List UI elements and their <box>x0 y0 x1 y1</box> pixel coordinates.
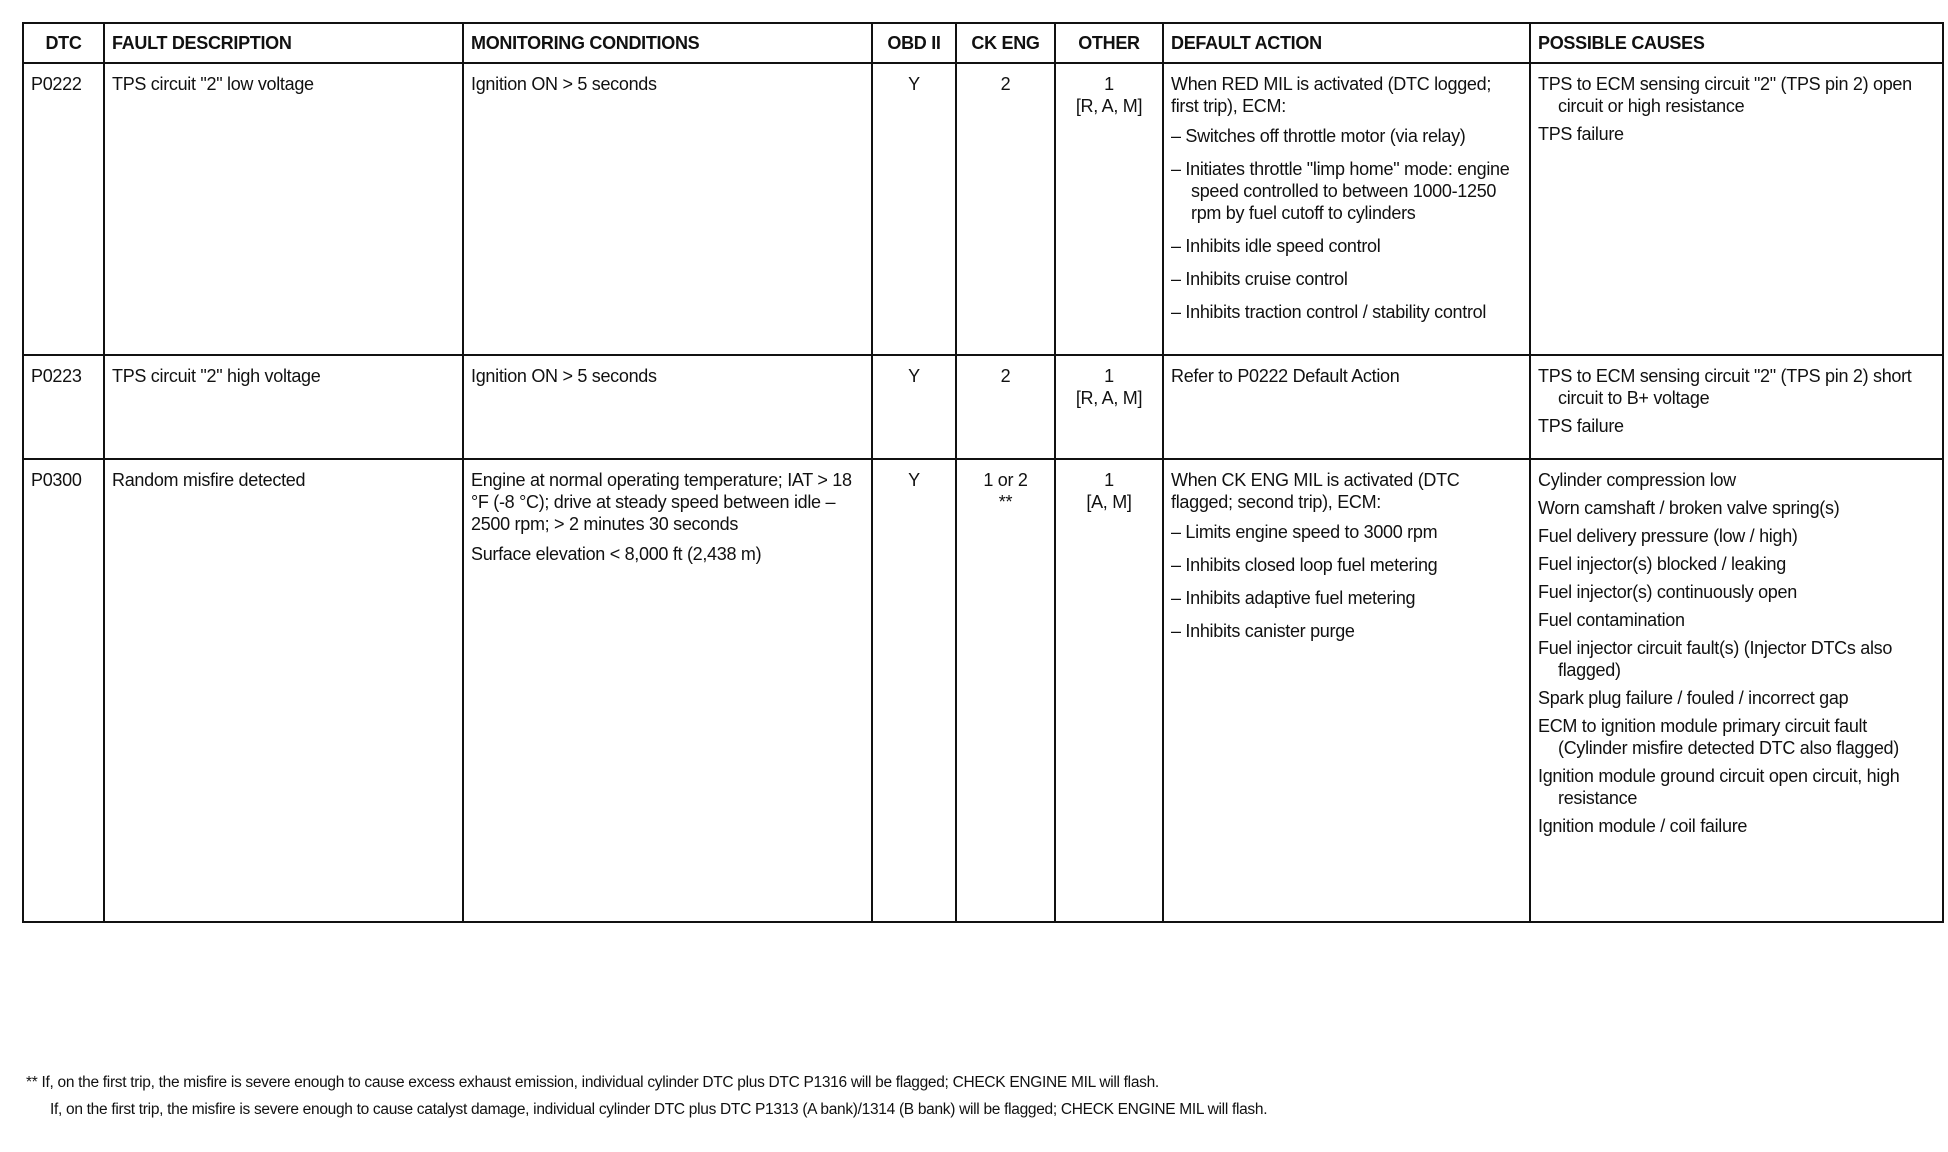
possible-causes: TPS to ECM sensing circuit "2" (TPS pin … <box>1529 62 1944 356</box>
ck-eng: 1 or 2 ** <box>955 458 1056 923</box>
other-note: [R, A, M] <box>1075 96 1143 116</box>
possible-causes: Cylinder compression low Worn camshaft / … <box>1529 458 1944 923</box>
header-causes: POSSIBLE CAUSES <box>1529 22 1944 64</box>
fault-description: TPS circuit "2" high voltage <box>103 354 464 460</box>
cause-item: Spark plug failure / fouled / incorrect … <box>1538 688 1849 708</box>
possible-causes: TPS to ECM sensing circuit "2" (TPS pin … <box>1529 354 1944 460</box>
fault-description: Random misfire detected <box>103 458 464 923</box>
header-default: DEFAULT ACTION <box>1162 22 1531 64</box>
ck-eng: 2 <box>955 62 1056 356</box>
monitoring-conditions: Ignition ON > 5 seconds <box>462 354 873 460</box>
monitoring-paragraph: Ignition ON > 5 seconds <box>471 366 657 386</box>
default-item: – Inhibits traction control / stability … <box>1171 302 1487 322</box>
footnote-2: If, on the first trip, the misfire is se… <box>50 1101 1268 1118</box>
ck-eng-note: ** <box>998 492 1013 512</box>
table-row: P0300 Random misfire detected Engine at no… <box>22 458 1944 923</box>
cause-item: Fuel injector circuit fault(s) (Injector… <box>1538 638 1893 680</box>
ck-eng: 2 <box>955 354 1056 460</box>
default-intro: Refer to P0222 Default Action <box>1171 366 1400 386</box>
cause-item: Ignition module / coil failure <box>1538 816 1748 836</box>
cause-item: Fuel injector(s) continuously open <box>1538 582 1797 602</box>
default-action: When RED MIL is activated (DTC logged; f… <box>1162 62 1531 356</box>
default-item: – Initiates throttle "limp home" mode: e… <box>1171 159 1510 223</box>
cause-item: Worn camshaft / broken valve spring(s) <box>1538 498 1840 518</box>
ck-eng-value: 1 or 2 <box>983 470 1028 490</box>
other-value: 1 <box>1104 74 1114 94</box>
cause-item: Fuel contamination <box>1538 610 1685 630</box>
dtc-code: P0300 <box>22 458 105 923</box>
other-note: [R, A, M] <box>1075 388 1143 408</box>
other-value: 1 <box>1104 470 1114 490</box>
header-fault: FAULT DESCRIPTION <box>103 22 464 64</box>
monitoring-paragraph: Surface elevation < 8,000 ft (2,438 m) <box>471 544 762 564</box>
default-item: – Inhibits closed loop fuel metering <box>1171 555 1438 575</box>
header-dtc: DTC <box>22 22 105 64</box>
monitoring-paragraph: Ignition ON > 5 seconds <box>471 74 657 94</box>
other-value: 1 <box>1104 366 1114 386</box>
default-action: Refer to P0222 Default Action <box>1162 354 1531 460</box>
obd-ii: Y <box>871 62 957 356</box>
dtc-code: P0223 <box>22 354 105 460</box>
other: 1 [R, A, M] <box>1054 62 1164 356</box>
cause-item: TPS to ECM sensing circuit "2" (TPS pin … <box>1538 74 1912 116</box>
default-item: – Inhibits cruise control <box>1171 269 1348 289</box>
default-intro: When CK ENG MIL is activated (DTC flagge… <box>1171 470 1460 512</box>
other: 1 [A, M] <box>1054 458 1164 923</box>
cause-item: Cylinder compression low <box>1538 470 1736 490</box>
cause-item: Ignition module ground circuit open circ… <box>1538 766 1900 808</box>
cause-item: Fuel delivery pressure (low / high) <box>1538 526 1798 546</box>
monitoring-paragraph: Engine at normal operating temperature; … <box>471 470 852 534</box>
default-intro: When RED MIL is activated (DTC logged; f… <box>1171 74 1492 116</box>
ck-eng-value: 2 <box>1000 366 1011 386</box>
header-ckeng: CK ENG <box>955 22 1056 64</box>
other-note: [A, M] <box>1086 492 1132 512</box>
default-item: – Inhibits adaptive fuel metering <box>1171 588 1416 608</box>
dtc-code: P0222 <box>22 62 105 356</box>
dtc-table: DTC FAULT DESCRIPTION MONITORING CONDITI… <box>22 22 1944 923</box>
default-action: When CK ENG MIL is activated (DTC flagge… <box>1162 458 1531 923</box>
table-row: P0223 TPS circuit "2" high voltage Ignitio… <box>22 354 1944 460</box>
header-other: OTHER <box>1054 22 1164 64</box>
cause-item: ECM to ignition module primary circuit f… <box>1538 716 1899 758</box>
header-obd: OBD II <box>871 22 957 64</box>
default-item: – Limits engine speed to 3000 rpm <box>1171 522 1438 542</box>
default-item: – Inhibits canister purge <box>1171 621 1355 641</box>
footnote-1: ** If, on the first trip, the misfire is… <box>26 1074 1159 1091</box>
other: 1 [R, A, M] <box>1054 354 1164 460</box>
monitoring-conditions: Engine at normal operating temperature; … <box>462 458 873 923</box>
monitoring-conditions: Ignition ON > 5 seconds <box>462 62 873 356</box>
default-item: – Inhibits idle speed control <box>1171 236 1381 256</box>
fault-description: TPS circuit "2" low voltage <box>103 62 464 356</box>
cause-item: TPS to ECM sensing circuit "2" (TPS pin … <box>1538 366 1912 408</box>
header-row: DTC FAULT DESCRIPTION MONITORING CONDITI… <box>22 22 1944 64</box>
cause-item: TPS failure <box>1538 124 1624 144</box>
default-item: – Switches off throttle motor (via relay… <box>1171 126 1466 146</box>
table-row: P0222 TPS circuit "2" low voltage Ignition… <box>22 62 1944 356</box>
header-monitoring: MONITORING CONDITIONS <box>462 22 873 64</box>
cause-item: Fuel injector(s) blocked / leaking <box>1538 554 1786 574</box>
cause-item: TPS failure <box>1538 416 1624 436</box>
obd-ii: Y <box>871 458 957 923</box>
obd-ii: Y <box>871 354 957 460</box>
ck-eng-value: 2 <box>1000 74 1011 94</box>
